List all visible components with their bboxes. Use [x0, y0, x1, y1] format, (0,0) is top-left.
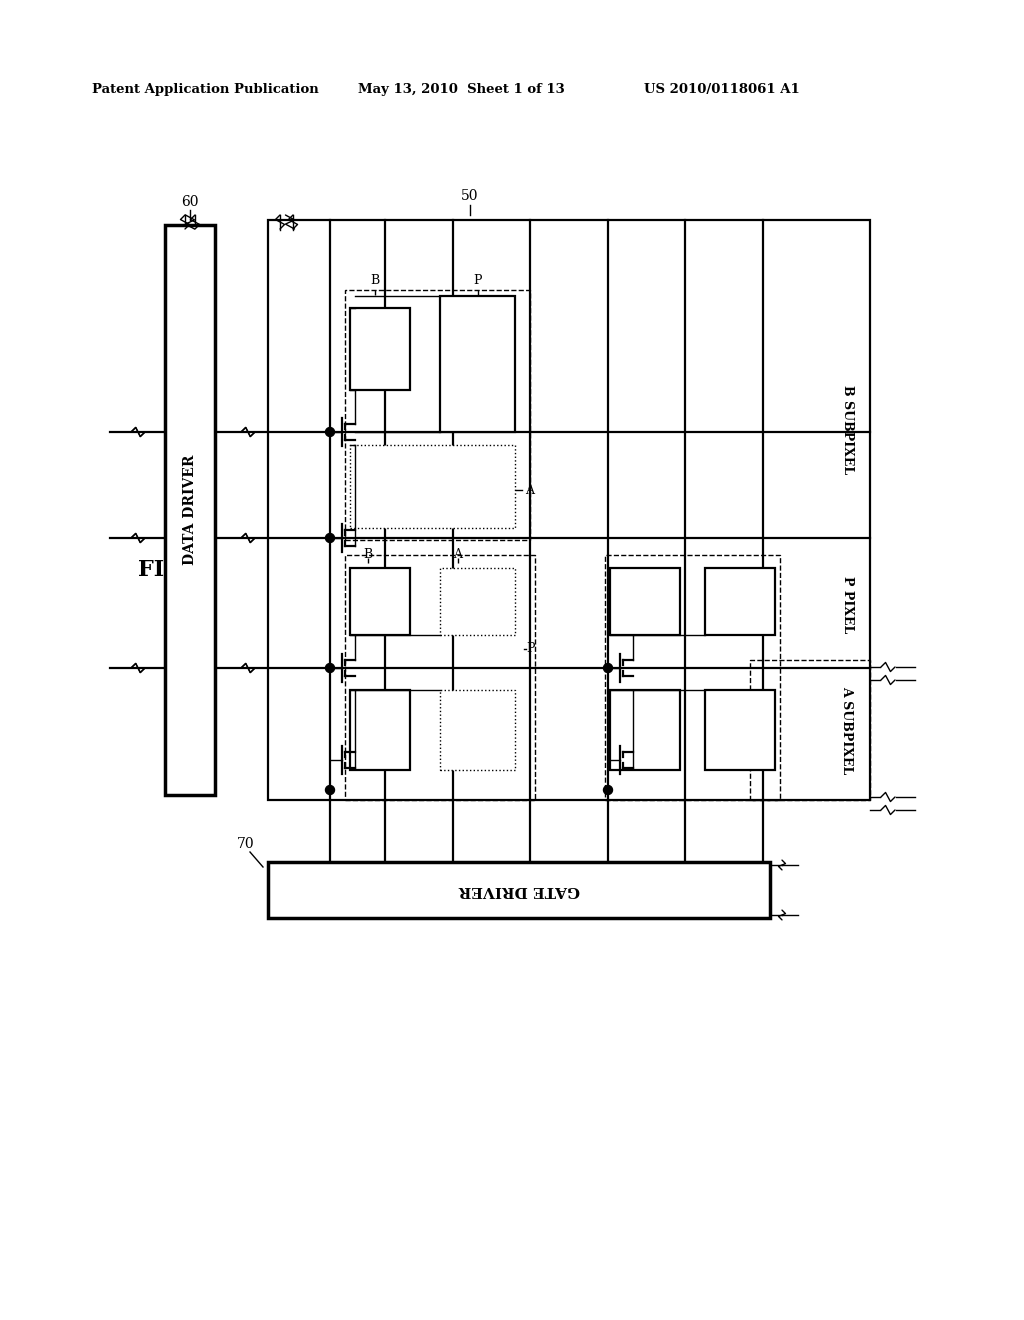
Bar [610, 568, 680, 635]
Text: 70: 70 [238, 837, 255, 851]
Bar [350, 308, 410, 389]
Bar [705, 568, 775, 635]
Bar [610, 690, 680, 770]
Text: May 13, 2010  Sheet 1 of 13: May 13, 2010 Sheet 1 of 13 [358, 83, 565, 96]
Circle shape [326, 533, 335, 543]
Bar [268, 220, 870, 800]
Bar [165, 224, 215, 795]
Bar [268, 862, 770, 917]
Text: B SUBPIXEL: B SUBPIXEL [841, 385, 853, 475]
Text: P: P [526, 643, 535, 656]
Bar [605, 554, 780, 800]
Text: B: B [371, 273, 380, 286]
Bar [440, 690, 515, 770]
Circle shape [603, 785, 612, 795]
Text: 50: 50 [461, 189, 479, 203]
Text: A: A [454, 548, 463, 561]
Bar [750, 660, 870, 800]
Bar [350, 690, 410, 770]
Bar [440, 568, 515, 635]
Text: Patent Application Publication: Patent Application Publication [92, 83, 318, 96]
Circle shape [603, 664, 612, 672]
Circle shape [326, 428, 335, 437]
Text: DATA DRIVER: DATA DRIVER [183, 455, 197, 565]
Bar [345, 554, 535, 800]
Bar [440, 296, 515, 432]
Text: GATE DRIVER: GATE DRIVER [459, 883, 580, 898]
Circle shape [326, 664, 335, 672]
Text: FIG. 1: FIG. 1 [138, 558, 213, 581]
Bar [705, 690, 775, 770]
Bar [350, 445, 515, 528]
Text: A SUBPIXEL: A SUBPIXEL [841, 686, 853, 774]
Text: 60: 60 [181, 195, 199, 209]
Text: P: P [474, 273, 482, 286]
Text: A: A [525, 483, 534, 496]
Text: US 2010/0118061 A1: US 2010/0118061 A1 [644, 83, 800, 96]
Bar [345, 290, 530, 540]
Text: B: B [364, 548, 373, 561]
Text: P PIXEL: P PIXEL [841, 577, 853, 634]
Bar [350, 568, 410, 635]
Circle shape [326, 785, 335, 795]
